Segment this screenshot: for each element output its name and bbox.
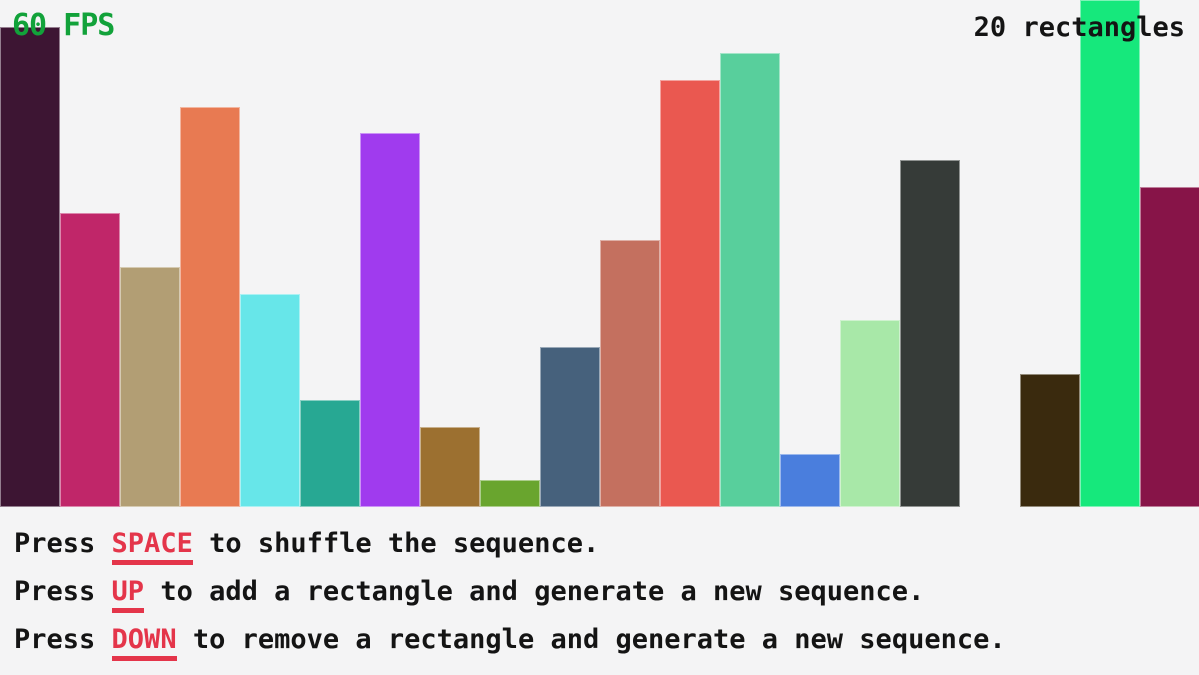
key-up-label: UP — [111, 577, 145, 613]
bar — [720, 53, 780, 507]
bar — [780, 454, 840, 507]
instruction-suffix: to add a rectangle and generate a new se… — [144, 576, 925, 607]
bar-chart — [0, 0, 1199, 507]
rectangle-count-label: 20 rectangles — [973, 12, 1185, 43]
instruction-prefix: Press — [14, 624, 112, 655]
bar — [60, 213, 120, 507]
instruction-shuffle: Press SPACE to shuffle the sequence. — [14, 520, 1006, 568]
bar — [1020, 374, 1080, 507]
bar — [300, 400, 360, 507]
bar — [120, 267, 180, 507]
instruction-prefix: Press — [14, 528, 112, 559]
bar — [180, 107, 240, 507]
instruction-suffix: to shuffle the sequence. — [192, 528, 600, 559]
bar — [600, 240, 660, 507]
instruction-remove: Press DOWN to remove a rectangle and gen… — [14, 616, 1006, 664]
bar — [840, 320, 900, 507]
bar — [360, 133, 420, 507]
instructions: Press SPACE to shuffle the sequence. Pre… — [14, 520, 1006, 664]
instruction-add: Press UP to add a rectangle and generate… — [14, 568, 1006, 616]
bar — [1080, 0, 1140, 507]
key-down-label: DOWN — [111, 625, 177, 661]
fps-counter: 60 FPS — [12, 8, 115, 43]
instruction-suffix: to remove a rectangle and generate a new… — [176, 624, 1006, 655]
bar — [900, 160, 960, 507]
bar — [0, 27, 60, 507]
key-space-label: SPACE — [111, 529, 193, 565]
bar — [1140, 187, 1199, 507]
bar — [660, 80, 720, 507]
bar — [420, 427, 480, 507]
bar — [540, 347, 600, 507]
bar — [480, 480, 540, 507]
instruction-prefix: Press — [14, 576, 112, 607]
bar — [240, 294, 300, 507]
